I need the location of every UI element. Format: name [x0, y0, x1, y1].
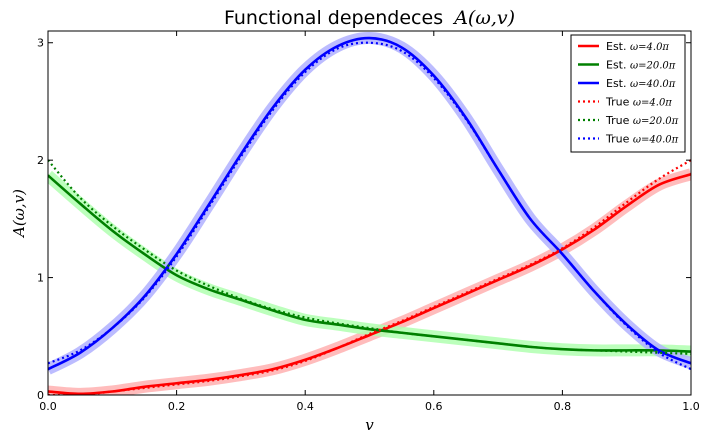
legend-label-name: True	[605, 96, 633, 109]
y-axis-label: A(ω,v)	[10, 189, 28, 239]
legend-label-name: Est.	[606, 40, 630, 53]
legend-label-1: Est. ω=4.0π	[606, 40, 669, 53]
legend-label-2: Est. ω=20.0π	[606, 59, 676, 72]
x-tick-label: 0.8	[554, 400, 572, 413]
series-lines	[48, 36, 691, 395]
legend-label-math: ω=20.0π	[630, 61, 676, 72]
chart-title: Functional dependeces A(ω,v)	[224, 7, 515, 29]
axis-ticks	[47, 31, 692, 396]
series-line-1-est	[48, 173, 691, 395]
plot-frame	[47, 30, 692, 396]
axis-tick-labels: 0.0 0.2 0.4 0.6 0.8 1.0 0 1 2 3	[37, 37, 700, 413]
y-tick-label: 2	[37, 154, 44, 167]
legend-label-name: Est.	[606, 77, 630, 90]
legend-label-name: True	[605, 133, 633, 146]
chart-title-text: Functional dependeces	[224, 7, 443, 29]
legend-label-math: ω=40.0π	[630, 79, 676, 90]
series-line-2-est	[48, 174, 691, 353]
legend-label-name: Est.	[606, 59, 630, 72]
x-tick-label: 1.0	[682, 400, 700, 413]
chart-title-math: A(ω,v)	[452, 7, 515, 29]
series-line-3-est	[48, 36, 691, 371]
x-tick-label: 0.0	[39, 400, 57, 413]
legend-box	[570, 34, 686, 153]
legend-label-math: ω=4.0π	[633, 98, 672, 109]
x-tick-label: 0.6	[425, 400, 443, 413]
legend-label-3: Est. ω=40.0π	[606, 77, 676, 90]
x-tick-label: 0.4	[296, 400, 314, 413]
x-axis-label: v	[365, 416, 374, 434]
legend-label-name: True	[605, 114, 633, 127]
legend-label-4: True ω=4.0π	[605, 96, 672, 109]
x-tick-label: 0.2	[168, 400, 186, 413]
y-tick-label: 3	[37, 37, 44, 50]
band-2	[48, 170, 691, 358]
y-tick-label: 1	[37, 272, 44, 285]
series-line-4-true	[48, 159, 691, 395]
legend-label-6: True ω=40.0π	[605, 133, 679, 146]
legend-label-math: ω=4.0π	[630, 42, 669, 53]
legend-label-math: ω=40.0π	[633, 135, 679, 146]
legend-label-math: ω=20.0π	[633, 116, 679, 127]
legend-label-5: True ω=20.0π	[605, 114, 679, 127]
y-tick-label: 0	[37, 389, 44, 402]
